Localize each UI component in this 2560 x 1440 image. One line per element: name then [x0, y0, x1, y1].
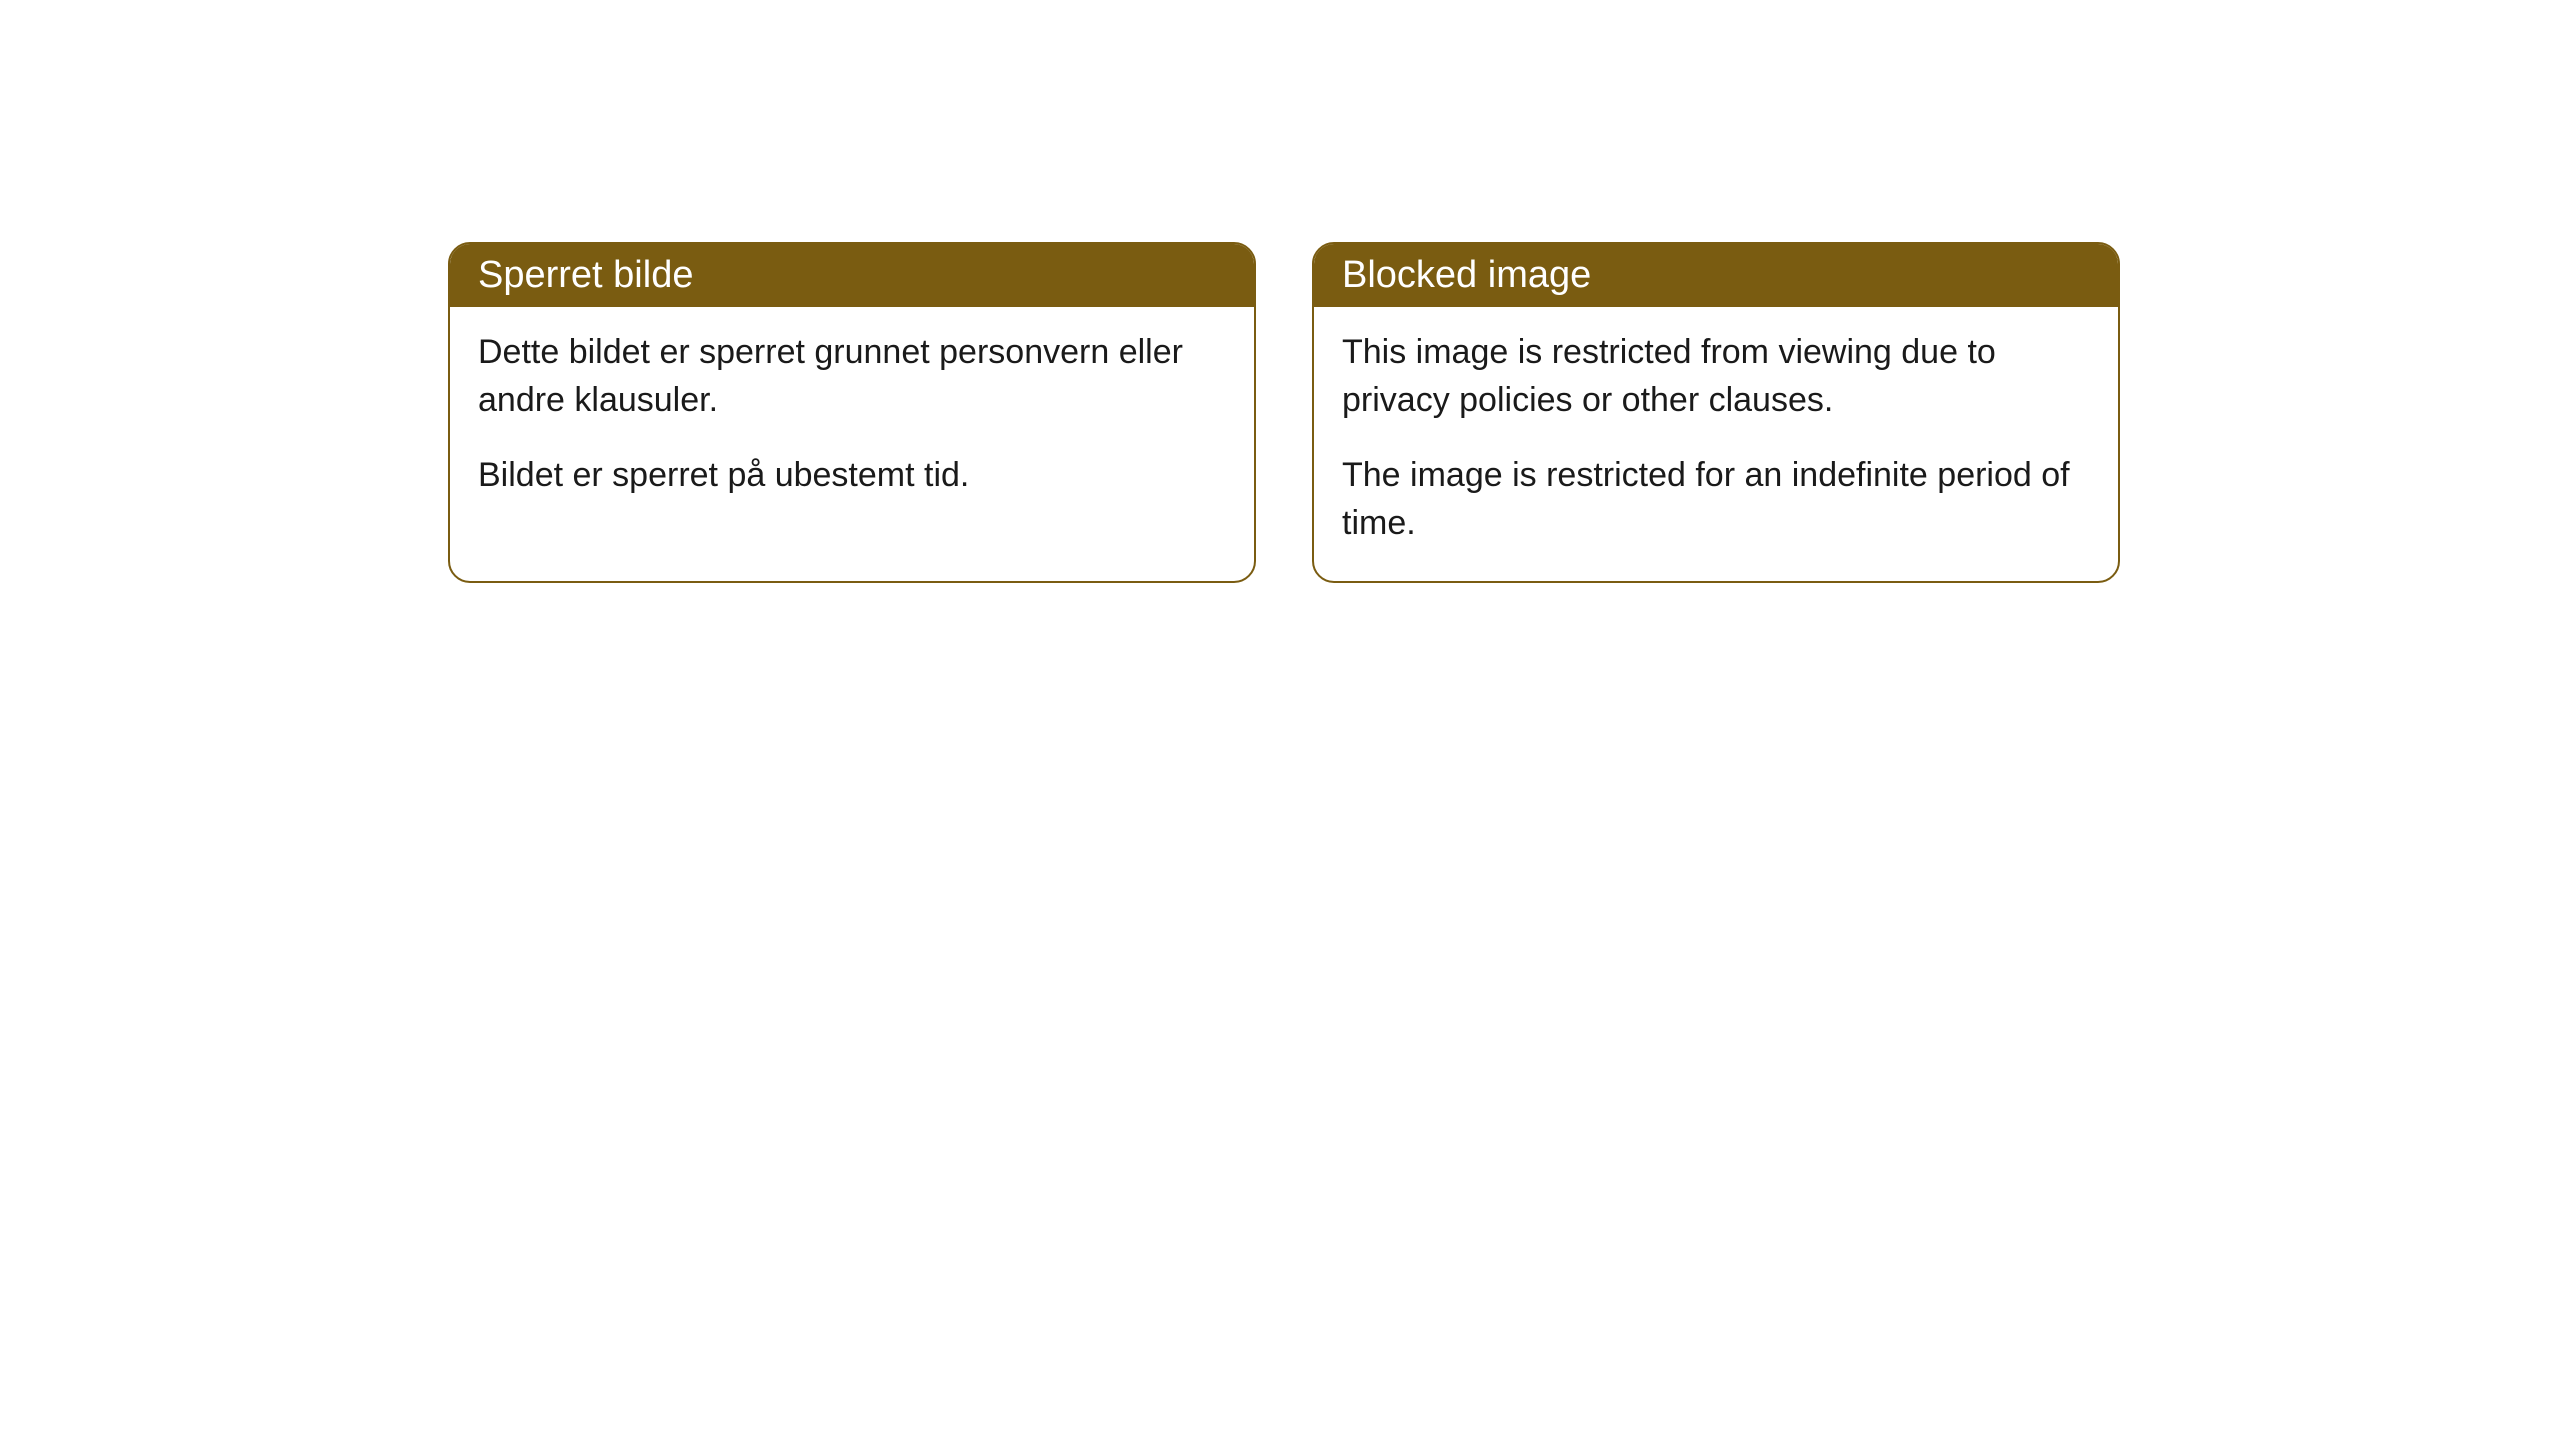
notice-body-english: This image is restricted from viewing du… [1314, 307, 2118, 581]
notice-text-line2: The image is restricted for an indefinit… [1342, 452, 2090, 547]
notice-container: Sperret bilde Dette bildet er sperret gr… [448, 242, 2120, 583]
notice-header-english: Blocked image [1314, 244, 2118, 307]
notice-header-norwegian: Sperret bilde [450, 244, 1254, 307]
notice-body-norwegian: Dette bildet er sperret grunnet personve… [450, 307, 1254, 534]
notice-text-line2: Bildet er sperret på ubestemt tid. [478, 452, 1226, 500]
notice-card-norwegian: Sperret bilde Dette bildet er sperret gr… [448, 242, 1256, 583]
notice-text-line1: This image is restricted from viewing du… [1342, 329, 2090, 424]
notice-text-line1: Dette bildet er sperret grunnet personve… [478, 329, 1226, 424]
notice-card-english: Blocked image This image is restricted f… [1312, 242, 2120, 583]
